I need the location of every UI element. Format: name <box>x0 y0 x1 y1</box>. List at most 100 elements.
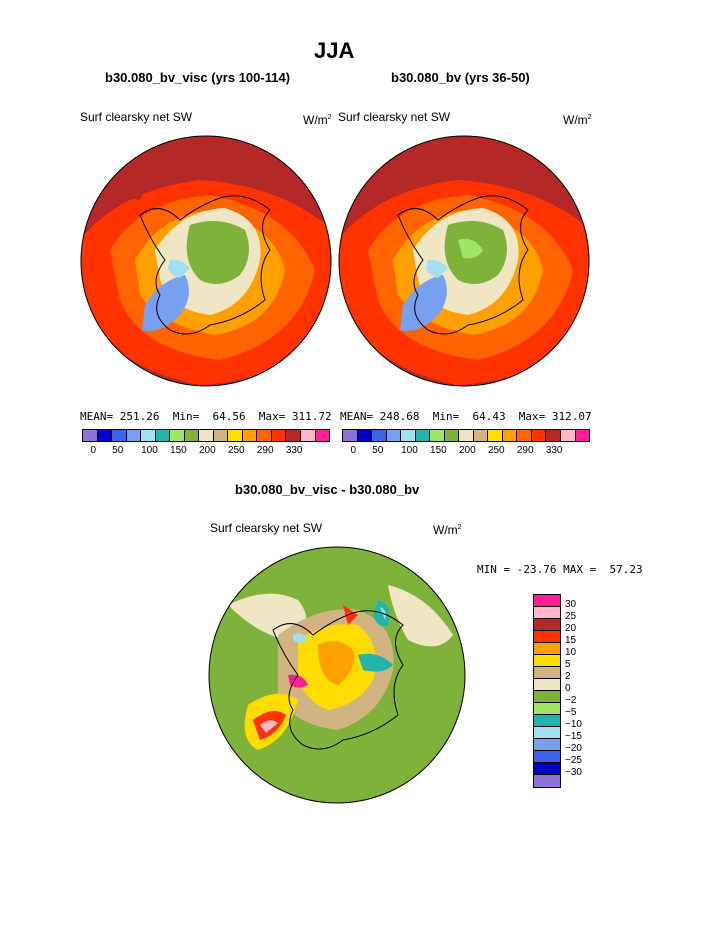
left-case-label: b30.080_bv_visc (yrs 100-114) <box>105 70 291 85</box>
colorbar-tick-label: 10 <box>565 647 577 658</box>
colorbar-swatch <box>531 430 547 441</box>
colorbar-tick-label: 0 <box>350 445 357 456</box>
colorbar-tick-label: 200 <box>459 445 476 456</box>
right-case-label: b30.080_bv (yrs 36-50) <box>391 70 530 85</box>
colorbar-tick-label: 330 <box>545 445 563 456</box>
colorbar-swatch <box>473 430 489 441</box>
colorbar-tick-label: 0 <box>565 683 571 694</box>
colorbar-swatch <box>534 715 560 727</box>
colorbar-swatch <box>560 430 576 441</box>
colorbar-swatch <box>534 775 560 787</box>
colorbar-swatch <box>286 430 301 441</box>
colorbar-tick-label: 25 <box>565 611 577 622</box>
colorbar-swatch <box>534 703 560 715</box>
colorbar-swatch <box>155 430 171 441</box>
colorbar-swatch <box>372 430 387 441</box>
colorbar-tick-label: 50 <box>372 445 384 456</box>
diff-stats: MIN = -23.76 MAX = 57.23 <box>477 563 643 576</box>
colorbar-swatch <box>534 643 560 655</box>
colorbar-tick-label: 150 <box>170 445 187 456</box>
colorbar-swatch <box>386 430 402 441</box>
diff-colorbar <box>533 594 561 788</box>
colorbar-swatch <box>534 607 560 619</box>
colorbar-swatch <box>534 631 560 643</box>
colorbar-swatch <box>430 430 445 441</box>
colorbar-tick-label: 100 <box>401 445 418 456</box>
diff-polar-map <box>208 546 466 804</box>
colorbar-tick-label: 2 <box>565 671 571 682</box>
colorbar-swatch <box>534 727 560 739</box>
colorbar-swatch <box>242 430 258 441</box>
colorbar-swatch <box>517 430 532 441</box>
left-stats: MEAN= 251.26 Min= 64.56 Max= 311.72 <box>80 410 332 423</box>
colorbar-swatch <box>112 430 127 441</box>
colorbar-swatch <box>534 751 560 763</box>
diff-unit-label: W/m2 <box>433 523 462 537</box>
colorbar-swatch <box>534 739 560 751</box>
colorbar-swatch <box>534 691 560 703</box>
colorbar-swatch <box>170 430 185 441</box>
colorbar-tick-label: 330 <box>285 445 303 456</box>
colorbar-swatch <box>459 430 474 441</box>
colorbar-tick-label: −20 <box>565 743 582 754</box>
colorbar-tick-label: 20 <box>565 623 577 634</box>
colorbar-swatch <box>271 430 287 441</box>
colorbar-tick-label: −25 <box>565 755 582 766</box>
colorbar-tick-label: 200 <box>199 445 216 456</box>
left-colorbar <box>82 429 330 442</box>
colorbar-swatch <box>184 430 200 441</box>
colorbar-swatch <box>97 430 113 441</box>
colorbar-tick-label: 150 <box>430 445 447 456</box>
colorbar-swatch <box>126 430 142 441</box>
colorbar-swatch <box>444 430 460 441</box>
right-unit-label: W/m2 <box>563 113 592 127</box>
colorbar-swatch <box>257 430 272 441</box>
left-variable-label: Surf clearsky net SW <box>80 110 193 124</box>
colorbar-swatch <box>83 430 98 441</box>
colorbar-tick-label: 0 <box>90 445 97 456</box>
colorbar-swatch <box>502 430 518 441</box>
colorbar-swatch <box>401 430 416 441</box>
colorbar-tick-label: −15 <box>565 731 582 742</box>
colorbar-swatch <box>213 430 229 441</box>
colorbar-tick-label: 30 <box>565 599 577 610</box>
colorbar-tick-label: −5 <box>565 707 577 718</box>
right-colorbar <box>342 429 590 442</box>
colorbar-tick-label: 250 <box>487 445 505 456</box>
colorbar-tick-label: −30 <box>565 767 582 778</box>
colorbar-swatch <box>199 430 214 441</box>
diff-variable-label: Surf clearsky net SW <box>210 521 323 535</box>
colorbar-swatch <box>228 430 243 441</box>
right-variable-label: Surf clearsky net SW <box>338 110 451 124</box>
colorbar-tick-label: −10 <box>565 719 582 730</box>
colorbar-tick-label: −2 <box>565 695 577 706</box>
colorbar-tick-label: 250 <box>227 445 245 456</box>
colorbar-tick-label: 290 <box>516 445 534 456</box>
colorbar-tick-label: 15 <box>565 635 577 646</box>
left-unit-label: W/m2 <box>303 113 332 127</box>
colorbar-swatch <box>534 679 560 691</box>
colorbar-swatch <box>534 763 560 775</box>
colorbar-tick-label: 50 <box>112 445 124 456</box>
diff-case-label: b30.080_bv_visc - b30.080_bv <box>235 482 420 497</box>
colorbar-swatch <box>343 430 358 441</box>
left-polar-map <box>80 135 332 387</box>
page-title: JJA <box>314 38 355 63</box>
colorbar-swatch <box>534 655 560 667</box>
colorbar-tick-label: 100 <box>141 445 158 456</box>
right-polar-map <box>338 135 590 387</box>
colorbar-swatch <box>415 430 431 441</box>
colorbar-swatch <box>488 430 503 441</box>
colorbar-swatch <box>300 430 316 441</box>
colorbar-swatch <box>575 430 590 441</box>
colorbar-swatch <box>141 430 156 441</box>
colorbar-swatch <box>546 430 561 441</box>
colorbar-swatch <box>534 619 560 631</box>
colorbar-tick-label: 5 <box>565 659 571 670</box>
right-stats: MEAN= 248.68 Min= 64.43 Max= 312.07 <box>340 410 592 423</box>
colorbar-swatch <box>534 667 560 679</box>
colorbar-swatch <box>534 595 560 607</box>
colorbar-swatch <box>315 430 330 441</box>
colorbar-tick-label: 290 <box>256 445 274 456</box>
colorbar-swatch <box>357 430 373 441</box>
